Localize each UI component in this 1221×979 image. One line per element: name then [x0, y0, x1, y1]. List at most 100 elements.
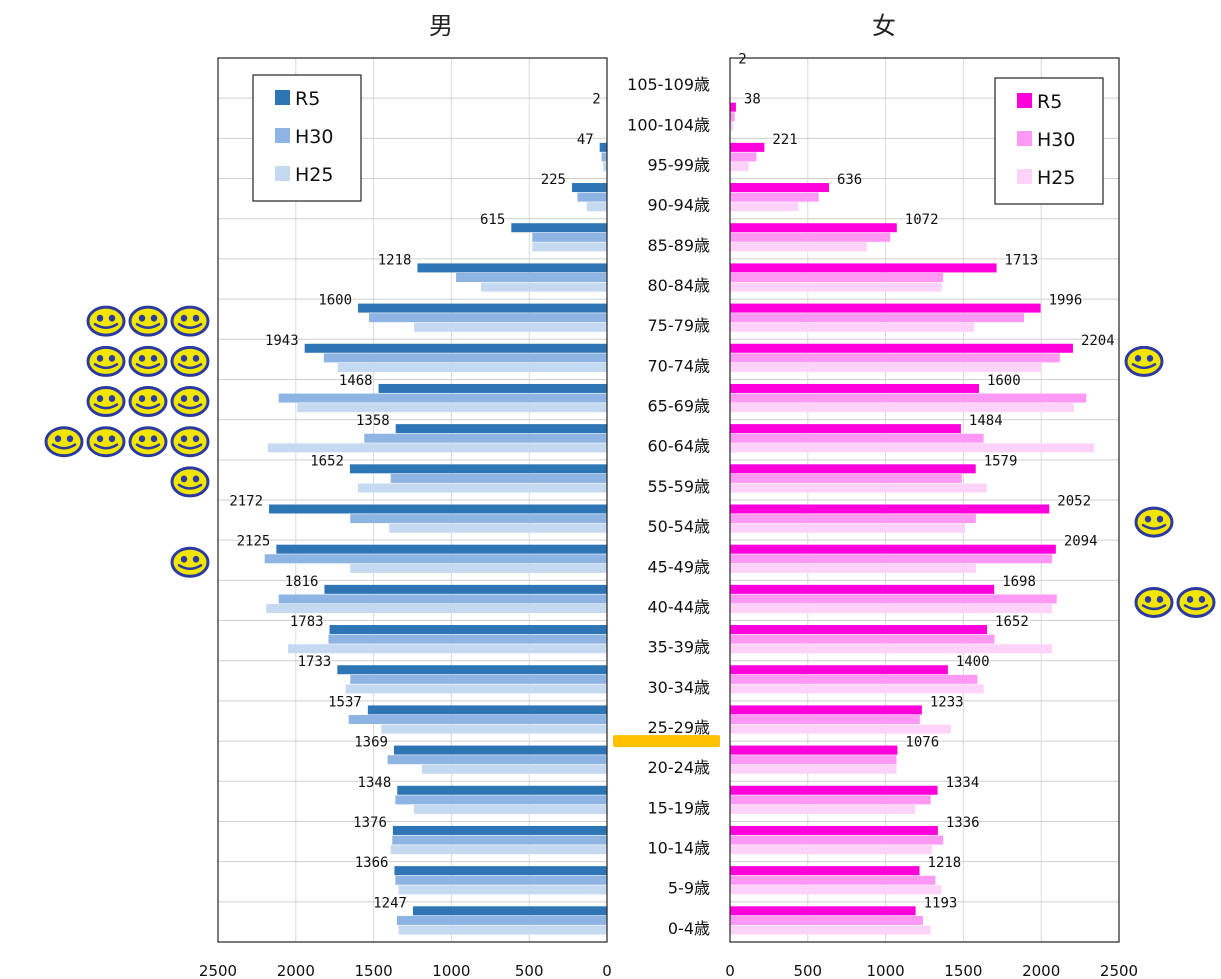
male-value-label: 2125 [237, 534, 271, 550]
age-group-label: 95-99歳 [648, 155, 711, 174]
female-value-label: 2094 [1064, 534, 1098, 550]
female-bar-h30 [730, 674, 978, 684]
smiley-face-icon [1134, 586, 1174, 618]
male-bar-h30 [601, 152, 607, 162]
female-bar-r5 [730, 263, 997, 273]
male-label: 男 [429, 12, 453, 40]
male-legend: R5 H30 H25 [252, 74, 362, 202]
female-legend-label: R5 [1037, 91, 1062, 113]
age-group-label: 20-24歳 [648, 758, 711, 777]
age-group-label: 65-69歳 [648, 397, 711, 416]
male-bar-h25 [532, 242, 607, 252]
male-bar-h25 [603, 162, 607, 172]
female-value-label: 1334 [946, 775, 980, 791]
male-value-label: 1468 [339, 373, 373, 389]
female-value-label: 1076 [905, 735, 939, 751]
female-bar-h25 [730, 121, 734, 131]
male-value-label: 1652 [310, 453, 344, 469]
male-bar-r5 [511, 223, 607, 233]
male-x-tick-label: 1500 [355, 962, 393, 979]
female-x-tick-label: 0 [725, 962, 735, 979]
male-bar-h30 [395, 795, 607, 805]
female-bar-h25 [730, 604, 1053, 614]
smiley-face-icon [170, 305, 210, 337]
male-x-tick-label: 1000 [432, 962, 470, 979]
smiley-face-icon [86, 305, 126, 337]
smiley-face-icon [44, 426, 84, 458]
smiley-face-icon [170, 386, 210, 418]
male-bar-h30 [350, 514, 607, 524]
male-value-label: 47 [577, 132, 594, 148]
male-bar-h30 [395, 875, 607, 885]
female-bar-r5 [730, 745, 898, 755]
male-bar-h25 [381, 724, 607, 734]
male-bar-r5 [378, 383, 607, 393]
female-legend-swatch-r5 [1017, 93, 1032, 108]
female-bar-h25 [730, 443, 1095, 453]
male-bar-h25 [266, 604, 607, 614]
female-bar-h30 [730, 192, 819, 202]
male-bar-h25 [358, 483, 607, 493]
male-bar-r5 [394, 866, 607, 876]
female-bar-h25 [730, 403, 1074, 413]
female-bar-h25 [730, 563, 976, 573]
female-bar-r5 [730, 625, 988, 635]
female-bar-h25 [730, 242, 867, 252]
age-group-label: 0-4歳 [668, 919, 710, 938]
male-value-label: 1733 [298, 654, 332, 670]
age-divider-bar [613, 735, 720, 748]
female-x-tick-label: 1500 [944, 962, 982, 979]
female-value-label: 1400 [956, 654, 990, 670]
male-bar-r5 [329, 625, 607, 635]
male-bar-r5 [358, 303, 607, 313]
female-value-label: 38 [744, 92, 761, 108]
male-bar-r5 [337, 665, 607, 675]
male-bar-h25 [389, 523, 607, 533]
smiley-face-icon [170, 426, 210, 458]
male-plot-area [217, 57, 608, 943]
smiley-face-icon [86, 345, 126, 377]
female-bar-h30 [730, 112, 735, 122]
age-group-labels: 105-109歳 100-104歳 95-99歳 90-94歳 85-89歳 80-84歳… [613, 75, 720, 938]
female-bar-h25 [730, 925, 931, 935]
female-bar-r5 [730, 183, 829, 193]
female-bar-h30 [730, 433, 984, 443]
male-bar-r5 [324, 584, 607, 594]
male-bar-h30 [387, 755, 607, 765]
smiley-markers [44, 305, 1216, 618]
female-bar-r5 [730, 785, 938, 795]
female-bar-h25 [730, 724, 951, 734]
male-bar-h25 [586, 202, 607, 212]
age-group-label: 5-9歳 [668, 879, 710, 898]
female-bar-h30 [730, 594, 1057, 604]
male-bar-r5 [269, 504, 607, 514]
female-value-label: 2052 [1057, 494, 1091, 510]
age-group-label: 50-54歳 [648, 517, 711, 536]
male-bar-h25 [297, 403, 607, 413]
smiley-face-icon [170, 345, 210, 377]
male-x-tick-label: 2000 [277, 962, 315, 979]
male-legend-swatch-h25 [275, 166, 290, 181]
female-value-label: 636 [837, 172, 862, 188]
female-bar-h30 [730, 514, 976, 524]
female-bar-h25 [730, 644, 1053, 654]
male-value-label: 2172 [229, 494, 263, 510]
female-bar-h30 [730, 715, 920, 725]
male-bar-h25 [398, 885, 607, 895]
female-bar-h25 [730, 202, 799, 212]
age-group-label: 85-89歳 [648, 236, 711, 255]
female-bar-h30 [730, 835, 944, 845]
male-panel: 0 500 1000 1500 2000 2500 2 47 225 615 1218 1600 194… [199, 57, 612, 979]
age-group-label: 15-19歳 [648, 798, 711, 817]
age-group-label: 80-84歳 [648, 276, 711, 295]
smiley-face-icon [86, 426, 126, 458]
smiley-face-icon [1134, 506, 1174, 538]
male-legend-swatch-r5 [275, 90, 290, 105]
male-value-label: 1358 [356, 413, 390, 429]
female-bar-r5 [730, 223, 897, 233]
female-bar-h25 [730, 483, 987, 493]
female-bar-r5 [730, 142, 765, 152]
male-bar-h25 [337, 362, 607, 372]
male-bar-h30 [368, 313, 607, 323]
female-value-label: 2204 [1081, 333, 1115, 349]
